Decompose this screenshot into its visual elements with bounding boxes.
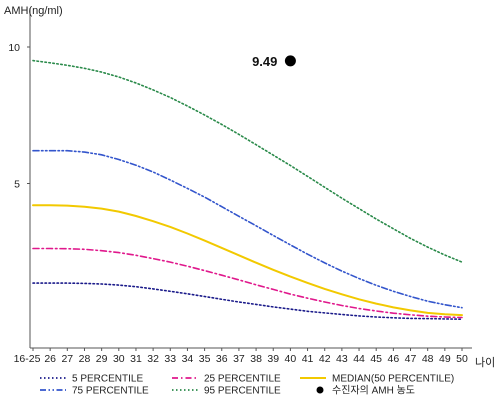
x-tick-label: 35 xyxy=(199,353,211,365)
y-axis-label: AMH(ng/ml) xyxy=(4,5,63,17)
x-tick-label: 31 xyxy=(130,353,142,365)
x-tick-label: 27 xyxy=(61,353,73,365)
x-tick-label: 28 xyxy=(79,353,91,365)
legend-swatch-highlight xyxy=(316,386,324,394)
x-tick-label: 34 xyxy=(182,353,194,365)
y-tick-label: 5 xyxy=(14,179,20,191)
x-tick-label: 37 xyxy=(233,353,245,365)
x-tick-label: 47 xyxy=(405,353,417,365)
x-tick-label: 36 xyxy=(216,353,228,365)
x-tick-label: 41 xyxy=(302,353,314,365)
legend-label: 95 PERCENTILE xyxy=(204,386,281,397)
x-tick-label: 49 xyxy=(439,353,451,365)
x-tick-label: 32 xyxy=(147,353,159,365)
x-tick-label: 42 xyxy=(319,353,331,365)
series-line-25-percentile xyxy=(32,247,463,319)
highlight-point xyxy=(284,55,296,67)
x-tick-label: 45 xyxy=(370,353,382,365)
x-tick-label: 29 xyxy=(96,353,108,365)
x-tick-label: 30 xyxy=(113,353,125,365)
highlight-value-label: 9.49 xyxy=(252,54,277,69)
x-tick-label: 40 xyxy=(285,353,297,365)
x-tick-label: 16-25 xyxy=(14,353,41,365)
x-tick-label: 50 xyxy=(456,353,468,365)
x-tick-label: 33 xyxy=(164,353,176,365)
highlight-layer: 9.49 xyxy=(252,54,296,69)
series-line-median-50-percentile- xyxy=(32,204,463,317)
series-layer xyxy=(32,59,463,321)
series-line-5-percentile xyxy=(32,282,463,321)
legend-label-highlight: 수진자의 AMH 농도 xyxy=(332,385,415,397)
x-tick-label: 44 xyxy=(353,353,365,365)
legend: 5 PERCENTILE 25 PERCENTILE MEDIAN(50 PERCE… xyxy=(40,374,454,397)
x-tick-label: 38 xyxy=(250,353,262,365)
legend-label: 5 PERCENTILE xyxy=(72,374,143,385)
axes: AMH(ng/ml) 5 10 16-25 26 27 28 29 30 31 32 33 34 35 36… xyxy=(4,5,495,369)
x-tick-label: 26 xyxy=(44,353,56,365)
y-tick-label: 10 xyxy=(8,42,20,54)
x-tick-label: 46 xyxy=(388,353,400,365)
x-tick-label: 48 xyxy=(422,353,434,365)
series-line-75-percentile xyxy=(32,149,463,309)
legend-label: MEDIAN(50 PERCENTILE) xyxy=(332,374,454,385)
legend-label: 25 PERCENTILE xyxy=(204,374,281,385)
x-tick-label: 39 xyxy=(267,353,279,365)
series-line-95-percentile xyxy=(32,59,463,263)
x-axis-label: 나이 xyxy=(475,356,495,369)
x-tick-label: 43 xyxy=(336,353,348,365)
legend-label: 75 PERCENTILE xyxy=(72,386,149,397)
